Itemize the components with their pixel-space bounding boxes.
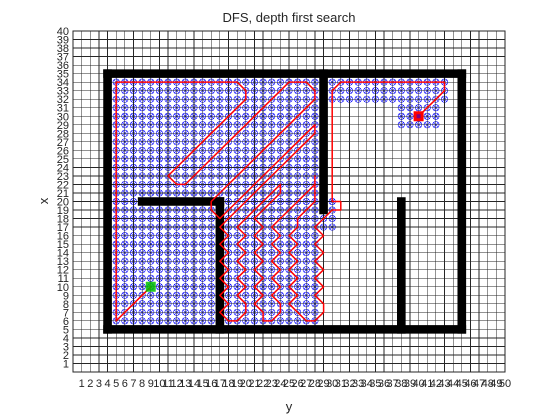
- wall-segment: [397, 197, 406, 333]
- plot-area: 1 2 3 4 5 6 7 8 9 1011121314151617181920212223242…: [57, 26, 511, 390]
- x-tick-label: 8: [139, 378, 145, 390]
- wall-segment: [103, 325, 466, 334]
- x-tick-label: 3: [96, 378, 102, 390]
- x-tick-label: 5: [113, 378, 119, 390]
- x-tick-label: 7: [130, 378, 136, 390]
- x-axis-label: y: [286, 399, 293, 414]
- y-axis-label: x: [36, 197, 51, 204]
- wall-segment: [457, 69, 466, 333]
- x-tick-label: 2: [87, 378, 93, 390]
- goal-marker-center: [417, 114, 421, 118]
- wall-segment: [103, 69, 112, 333]
- x-tick-label: 6: [122, 378, 128, 390]
- start-marker: [146, 282, 156, 292]
- y-tick-label: 40: [57, 26, 69, 38]
- wall-segment: [319, 69, 328, 214]
- x-tick-label: 1: [79, 378, 85, 390]
- x-tick-label: 50: [499, 378, 511, 390]
- x-tick-label: 4: [104, 378, 110, 390]
- chart-title: DFS, depth first search: [223, 10, 356, 25]
- wall-segment: [103, 69, 466, 78]
